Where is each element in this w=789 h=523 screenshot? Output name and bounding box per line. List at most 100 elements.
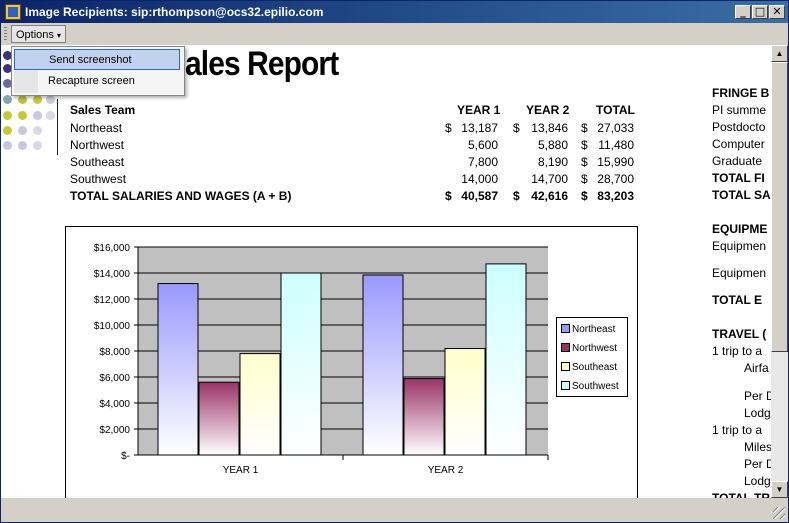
menu-item-label: Send screenshot bbox=[49, 54, 132, 66]
currency: $ bbox=[445, 121, 452, 135]
year2-value: 13,846 bbox=[531, 121, 568, 135]
right-column-line: Equipmen bbox=[712, 239, 767, 253]
header-total: TOTAL bbox=[596, 103, 635, 117]
dot bbox=[33, 111, 42, 120]
right-column-line: EQUIPME bbox=[712, 222, 768, 236]
legend-swatch bbox=[561, 362, 570, 371]
y-tick-label: $8,000 bbox=[99, 347, 130, 358]
legend-label: Northwest bbox=[572, 343, 618, 354]
right-column-line: TRAVEL ( bbox=[712, 327, 767, 341]
dot bbox=[3, 95, 12, 104]
year1-value: 7,800 bbox=[467, 155, 498, 169]
row-team: Northwest bbox=[70, 138, 125, 152]
year1-value: 40,587 bbox=[461, 189, 498, 203]
total-value: 27,033 bbox=[597, 121, 634, 135]
total-value: 15,990 bbox=[597, 155, 634, 169]
dot bbox=[46, 95, 55, 104]
options-menu-button[interactable]: Options ▾ bbox=[11, 25, 66, 43]
legend-swatch bbox=[561, 324, 570, 333]
currency: $ bbox=[581, 138, 588, 152]
resize-grip-icon[interactable] bbox=[773, 507, 785, 519]
dot bbox=[3, 141, 12, 150]
maximize-button[interactable]: □ bbox=[752, 5, 768, 19]
year2-value: 5,880 bbox=[537, 138, 568, 152]
dot bbox=[18, 141, 27, 150]
legend-item: Northwest bbox=[561, 343, 617, 354]
currency: $ bbox=[513, 121, 520, 135]
right-column-line: 1 trip to a bbox=[712, 423, 763, 437]
options-label: Options bbox=[16, 29, 54, 41]
y-tick-label: $6,000 bbox=[99, 373, 130, 384]
currency: $ bbox=[513, 189, 520, 203]
menu-item-send-screenshot[interactable]: Send screenshot bbox=[14, 49, 180, 70]
legend-item: Southwest bbox=[561, 381, 619, 392]
total-value: 83,203 bbox=[597, 189, 634, 203]
year2-value: 14,700 bbox=[531, 172, 568, 186]
bar bbox=[444, 348, 486, 456]
dot bbox=[3, 126, 12, 135]
status-bar bbox=[1, 498, 788, 522]
toolbar-grip-icon[interactable] bbox=[4, 27, 7, 41]
row-team: Northeast bbox=[70, 121, 123, 135]
right-column-line: TOTAL TR bbox=[712, 491, 770, 498]
header-sales-team: Sales Team bbox=[70, 103, 136, 117]
right-column-line: Lodg bbox=[744, 474, 771, 488]
legend-label: Southeast bbox=[572, 362, 618, 373]
bar bbox=[239, 353, 281, 456]
dot bbox=[46, 111, 55, 120]
scroll-thumb[interactable] bbox=[771, 62, 788, 352]
right-column-line: PI summe bbox=[712, 103, 767, 117]
currency: $ bbox=[581, 155, 588, 169]
x-tick-label: YEAR 1 bbox=[223, 465, 259, 476]
minimize-button[interactable]: _ bbox=[735, 5, 751, 19]
right-column-line: 1 trip to a bbox=[712, 344, 763, 358]
y-tick-label: $12,000 bbox=[94, 295, 131, 306]
dot bbox=[3, 64, 12, 73]
vertical-scrollbar[interactable]: ▲ ▼ bbox=[771, 45, 788, 498]
currency: $ bbox=[445, 189, 452, 203]
right-column-line: FRINGE B bbox=[712, 86, 770, 100]
currency: $ bbox=[581, 121, 588, 135]
right-column-line: Graduate bbox=[712, 154, 763, 168]
y-tick-label: $10,000 bbox=[94, 321, 131, 332]
legend-item: Northeast bbox=[561, 324, 615, 335]
header-year1: YEAR 1 bbox=[457, 103, 501, 117]
legend-swatch bbox=[561, 381, 570, 390]
total-value: 11,480 bbox=[598, 138, 634, 152]
right-column-line: TOTAL E bbox=[712, 293, 763, 307]
right-column-line: Airfa bbox=[744, 361, 769, 375]
right-column-line: TOTAL SA bbox=[712, 188, 771, 202]
title-bar[interactable]: Image Recipients: sip:rthompson@ocs32.ep… bbox=[1, 1, 788, 23]
header-year2: YEAR 2 bbox=[526, 103, 570, 117]
menu-item-label: Recapture screen bbox=[48, 75, 135, 87]
close-button[interactable]: ✕ bbox=[769, 5, 785, 19]
options-dropdown-menu: Send screenshot Recapture screen bbox=[11, 46, 185, 96]
legend-label: Northeast bbox=[572, 324, 616, 335]
dot bbox=[18, 95, 27, 104]
chevron-down-icon: ▾ bbox=[56, 31, 61, 40]
legend-label: Southwest bbox=[572, 381, 619, 392]
dot bbox=[33, 95, 42, 104]
year2-value: 8,190 bbox=[537, 155, 568, 169]
divider bbox=[57, 99, 58, 155]
right-column-line: Computer bbox=[712, 137, 765, 151]
toolbar: Options ▾ bbox=[1, 23, 788, 45]
legend-swatch bbox=[561, 343, 570, 352]
bar bbox=[403, 378, 445, 456]
scroll-up-icon[interactable]: ▲ bbox=[771, 45, 788, 62]
year1-value: 5,600 bbox=[467, 138, 498, 152]
scroll-down-icon[interactable]: ▼ bbox=[771, 481, 788, 498]
menu-item-recapture-screen[interactable]: Recapture screen bbox=[14, 71, 180, 92]
right-column-line: Equipmen bbox=[712, 266, 767, 280]
year2-value: 42,616 bbox=[531, 189, 568, 203]
x-tick-label: YEAR 2 bbox=[428, 465, 464, 476]
dot bbox=[18, 126, 27, 135]
right-column-line: Lodg bbox=[744, 406, 771, 420]
y-tick-label: $2,000 bbox=[99, 425, 130, 436]
bar bbox=[157, 283, 199, 456]
y-tick-label: $16,000 bbox=[94, 243, 131, 254]
bar bbox=[362, 274, 404, 456]
dot bbox=[3, 51, 12, 60]
bar bbox=[280, 272, 322, 456]
